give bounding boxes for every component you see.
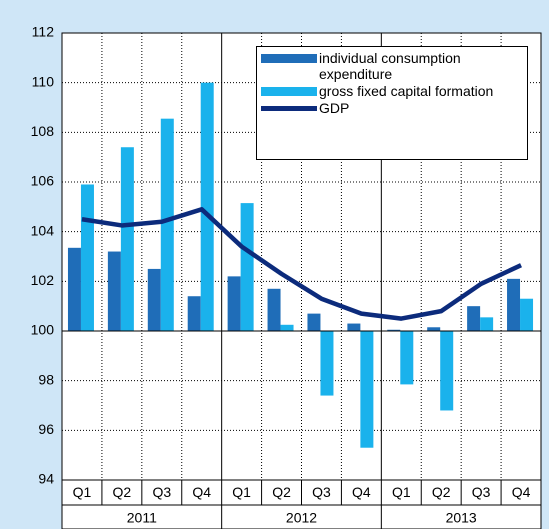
x-tick-label: Q2 — [432, 484, 451, 500]
legend-swatch — [261, 87, 317, 96]
bar — [200, 82, 214, 332]
y-tick-label: 96 — [38, 421, 54, 437]
y-tick-label: 104 — [31, 222, 55, 238]
x-tick-label: Q4 — [352, 484, 371, 500]
bar — [227, 276, 241, 331]
y-tick-label: 110 — [32, 73, 55, 89]
bar — [427, 327, 441, 331]
x-group-label: 2013 — [446, 510, 477, 526]
x-tick-label: Q1 — [73, 484, 92, 500]
line — [81, 207, 522, 321]
bar — [240, 203, 254, 331]
x-tick-label: Q1 — [392, 484, 411, 500]
bar — [280, 324, 294, 331]
legend-swatch — [261, 54, 317, 63]
legend-item: gross fixed capital formation — [261, 83, 523, 99]
bar — [387, 329, 401, 331]
legend-label: gross fixed capital formation — [319, 83, 494, 99]
bar — [120, 147, 134, 331]
plot-border — [61, 32, 542, 529]
bar — [267, 288, 281, 331]
x-tick-label: Q3 — [152, 484, 171, 500]
x-tick-label: Q4 — [192, 484, 211, 500]
x-group-label: 2012 — [286, 510, 317, 526]
bar — [507, 278, 521, 331]
bar — [520, 298, 534, 331]
x-tick-label: Q3 — [472, 484, 491, 500]
bar — [147, 268, 161, 331]
y-tick-label: 100 — [31, 322, 55, 338]
bar — [187, 296, 201, 331]
y-tick-label: 102 — [31, 272, 55, 288]
y-tick-label: 98 — [38, 371, 54, 387]
bar — [480, 317, 494, 331]
bar — [107, 251, 121, 331]
bar — [67, 247, 81, 331]
bar — [80, 184, 94, 331]
bar — [320, 331, 334, 396]
legend-item: individual consumption expenditure — [261, 50, 523, 82]
x-tick-label: Q2 — [113, 484, 132, 500]
legend-label: GDP — [319, 100, 350, 116]
bar — [347, 323, 361, 331]
bar — [400, 331, 414, 385]
y-tick-label: 108 — [31, 123, 55, 139]
y-tick-label: 112 — [32, 24, 55, 40]
x-group-label: 2011 — [127, 510, 157, 526]
bar — [467, 306, 481, 331]
legend-item: GDP — [261, 100, 523, 116]
legend-swatch — [261, 106, 317, 111]
bar — [307, 313, 321, 331]
legend: individual consumption expenditure gross … — [256, 46, 528, 160]
bar — [440, 331, 454, 411]
legend-label: individual consumption expenditure — [319, 50, 461, 82]
x-tick-label: Q2 — [272, 484, 291, 500]
x-tick-label: Q1 — [232, 484, 251, 500]
x-tick-label: Q4 — [512, 484, 531, 500]
x-tick-label: Q3 — [312, 484, 331, 500]
bar — [360, 331, 374, 448]
y-tick-label: 106 — [31, 173, 55, 189]
bar — [160, 118, 174, 331]
y-tick-label: 94 — [38, 471, 54, 487]
